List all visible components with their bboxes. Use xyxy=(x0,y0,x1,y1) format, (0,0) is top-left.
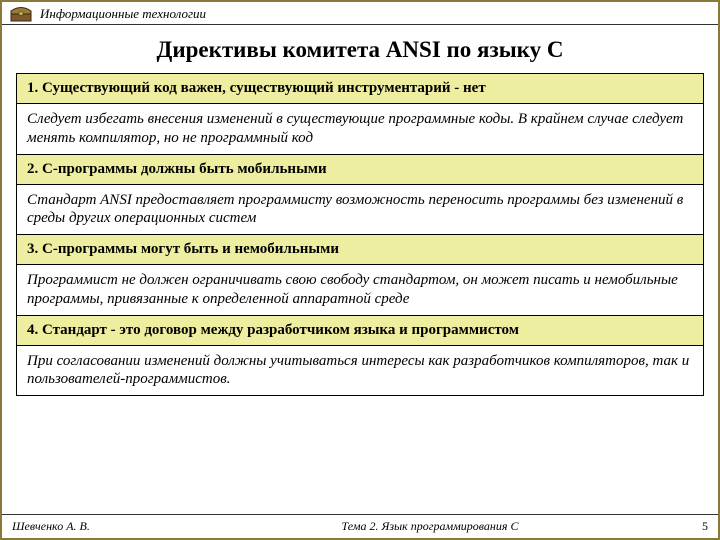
footer-topic: Тема 2. Язык программирования С xyxy=(192,519,668,534)
directive-body: При согласовании изменений должны учитыв… xyxy=(17,345,704,396)
page-title: Директивы комитета ANSI по языку С xyxy=(2,25,718,73)
breadcrumb: Информационные технологии xyxy=(40,6,206,22)
directive-heading: 1. Существующий код важен, существующий … xyxy=(17,74,704,104)
footer: Шевченко А. В. Тема 2. Язык программиров… xyxy=(2,514,718,538)
header-bar: Информационные технологии xyxy=(2,2,718,25)
directive-heading: 4. Стандарт - это договор между разработ… xyxy=(17,315,704,345)
directive-heading: 2. С-программы должны быть мобильными xyxy=(17,154,704,184)
footer-author: Шевченко А. В. xyxy=(12,519,192,534)
directive-body: Следует избегать внесения изменений в су… xyxy=(17,104,704,155)
directive-heading: 3. С-программы могут быть и немобильными xyxy=(17,235,704,265)
directive-body: Программист не должен ограничивать свою … xyxy=(17,265,704,316)
chest-icon xyxy=(10,6,32,22)
footer-page: 5 xyxy=(668,519,708,534)
directives-table: 1. Существующий код важен, существующий … xyxy=(16,73,704,396)
directive-body: Стандарт ANSI предоставляет программисту… xyxy=(17,184,704,235)
